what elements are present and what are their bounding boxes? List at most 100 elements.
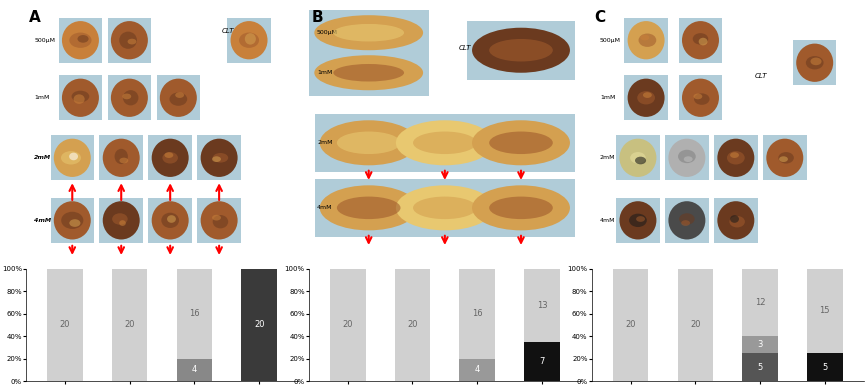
Bar [227,18,271,63]
Ellipse shape [637,91,655,104]
Ellipse shape [167,215,176,223]
Bar [330,269,365,381]
Ellipse shape [699,38,707,45]
Ellipse shape [161,213,179,228]
Ellipse shape [212,215,221,221]
Bar [624,18,667,63]
Text: C: C [595,10,606,25]
Ellipse shape [717,201,754,239]
Bar [176,269,212,359]
Text: 16: 16 [189,309,200,318]
Bar [50,135,94,180]
Text: 20: 20 [124,320,135,330]
Bar [100,198,143,243]
Bar [391,114,499,172]
Ellipse shape [164,152,174,158]
Ellipse shape [128,39,136,44]
Ellipse shape [684,156,693,162]
Text: 5: 5 [758,363,763,372]
Ellipse shape [796,44,833,82]
Ellipse shape [694,94,709,105]
Text: CLT: CLT [755,73,767,79]
Bar [50,198,94,243]
Ellipse shape [668,201,706,239]
Text: 500μM: 500μM [600,38,621,43]
Bar [467,114,575,172]
Ellipse shape [54,139,91,177]
Ellipse shape [213,153,228,162]
Ellipse shape [61,151,81,164]
Ellipse shape [212,156,221,162]
Text: 4mM: 4mM [34,218,51,223]
Bar [524,269,560,342]
Text: A: A [29,10,41,25]
Ellipse shape [245,33,256,45]
Bar [665,135,708,180]
Bar [100,135,143,180]
Bar [309,50,429,95]
Text: 20: 20 [407,320,418,330]
Ellipse shape [472,28,570,73]
Text: 15: 15 [819,306,830,315]
Ellipse shape [620,139,656,177]
Text: 20: 20 [690,320,700,330]
Ellipse shape [337,197,400,219]
Text: 2mM: 2mM [600,155,615,160]
Bar [315,114,423,172]
Bar [241,269,277,381]
Ellipse shape [122,94,131,99]
Bar [613,269,648,381]
Bar [47,269,82,381]
Ellipse shape [472,185,570,230]
Ellipse shape [729,216,745,228]
Ellipse shape [69,219,81,227]
Bar [59,18,102,63]
Bar [197,135,241,180]
Ellipse shape [682,79,719,117]
Bar [148,135,192,180]
Ellipse shape [681,220,690,226]
Text: 500μM: 500μM [317,30,338,35]
Ellipse shape [120,157,128,163]
Bar [807,269,843,353]
Bar [524,342,560,381]
Bar [665,198,708,243]
Ellipse shape [682,21,719,59]
Text: 2mM: 2mM [317,140,332,145]
Ellipse shape [639,33,656,47]
Ellipse shape [641,35,649,40]
Ellipse shape [74,94,85,104]
Ellipse shape [119,32,137,49]
Text: 1mM: 1mM [317,70,332,75]
Ellipse shape [779,152,794,164]
Text: 20: 20 [254,320,265,330]
Text: 1mM: 1mM [600,95,615,100]
Ellipse shape [730,215,739,223]
Ellipse shape [152,201,188,239]
Ellipse shape [679,213,694,225]
Ellipse shape [152,139,188,177]
Ellipse shape [62,21,99,59]
Bar [467,21,575,79]
Ellipse shape [490,132,553,154]
Ellipse shape [413,197,477,219]
Bar [148,198,192,243]
Bar [309,10,429,55]
Ellipse shape [69,152,78,160]
Text: 7: 7 [539,357,544,366]
Bar [197,198,241,243]
Text: 4mM: 4mM [317,205,332,210]
Ellipse shape [54,201,91,239]
Ellipse shape [668,139,706,177]
Ellipse shape [490,197,553,219]
Text: 16: 16 [472,309,483,318]
Ellipse shape [636,216,645,222]
Ellipse shape [643,92,652,98]
Bar [793,40,837,85]
Bar [112,269,148,381]
Bar [714,135,758,180]
Text: 20: 20 [60,320,70,330]
Ellipse shape [162,152,178,164]
Ellipse shape [628,21,665,59]
Bar [108,75,151,120]
